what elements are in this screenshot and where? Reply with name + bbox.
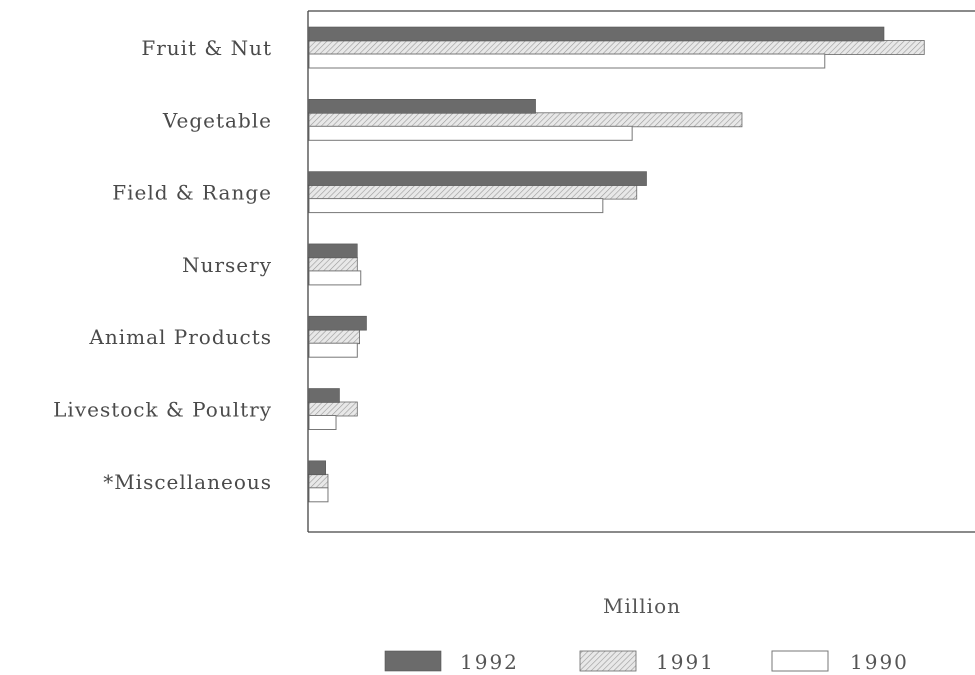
bar-1990-0 xyxy=(308,53,826,69)
plot-frame xyxy=(307,10,975,533)
bars xyxy=(308,26,925,503)
bar-1992-5 xyxy=(308,388,340,403)
bar-1992-4 xyxy=(308,315,367,331)
category-label-1: Vegetable xyxy=(162,108,272,132)
bar-1991-0 xyxy=(308,40,925,55)
bar-1991-3 xyxy=(308,256,358,272)
legend-swatch-1991 xyxy=(579,650,637,672)
bar-1990-2 xyxy=(308,198,604,214)
legend-swatch-1992 xyxy=(384,650,442,672)
bar-1990-1 xyxy=(308,125,633,141)
x-axis-title: Million xyxy=(603,594,681,618)
legend: 1992 1991 1990 xyxy=(384,650,909,674)
bar-1991-2 xyxy=(308,184,638,200)
bar-1990-4 xyxy=(308,342,358,358)
bar-1992-2 xyxy=(308,171,647,186)
bar-1992-0 xyxy=(308,26,885,42)
bar-1990-3 xyxy=(308,270,362,286)
bar-1991-4 xyxy=(308,329,360,345)
legend-label-1990: 1990 xyxy=(850,650,909,674)
category-label-3: Nursery xyxy=(182,253,272,277)
bar-1992-3 xyxy=(308,243,358,259)
legend-swatch-1990 xyxy=(771,650,829,672)
category-label-4: Animal Products xyxy=(88,325,272,349)
bar-1992-1 xyxy=(308,99,536,114)
category-label-0: Fruit & Nut xyxy=(141,36,272,60)
legend-label-1992: 1992 xyxy=(460,650,519,674)
bar-1991-1 xyxy=(308,112,743,128)
category-label-2: Field & Range xyxy=(112,181,272,205)
bar-1990-6 xyxy=(308,487,329,503)
bar-1991-5 xyxy=(308,401,358,417)
bar-1991-6 xyxy=(308,473,329,489)
bar-1992-6 xyxy=(308,460,326,476)
category-labels: Fruit & Nut Vegetable Field & Range Nursery… xyxy=(53,36,272,494)
legend-label-1991: 1991 xyxy=(656,650,715,674)
category-label-6: *Miscellaneous xyxy=(103,470,272,494)
category-label-5: Livestock & Poultry xyxy=(53,398,272,422)
bar-1990-5 xyxy=(308,415,337,430)
